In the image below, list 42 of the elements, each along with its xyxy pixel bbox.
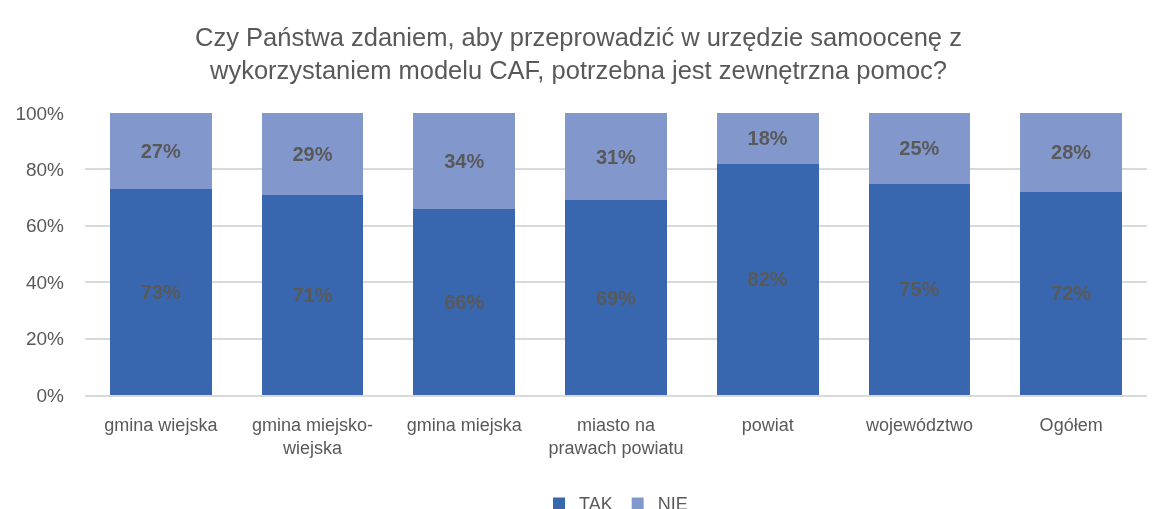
x-tick-label: miasto na prawach powiatu bbox=[548, 414, 684, 458]
data-label: 29% bbox=[292, 142, 333, 165]
bar bbox=[413, 208, 516, 395]
x-tick-label: gmina wiejska bbox=[104, 414, 219, 435]
data-label: 72% bbox=[1051, 282, 1092, 305]
y-tick-label: 0% bbox=[36, 384, 65, 406]
y-tick-label: 100% bbox=[15, 102, 65, 124]
bar bbox=[868, 183, 971, 395]
x-tick-label: powiat bbox=[741, 414, 794, 435]
x-tick-label: gmina miejsko-wiejska bbox=[252, 414, 374, 458]
bar bbox=[1020, 191, 1122, 395]
bar bbox=[261, 113, 364, 195]
data-label: 73% bbox=[140, 281, 181, 304]
data-label: 31% bbox=[595, 145, 637, 168]
bar bbox=[110, 113, 212, 190]
data-label: 27% bbox=[140, 140, 181, 163]
y-tick-label: 80% bbox=[25, 159, 65, 181]
x-tick-label: gmina miejska bbox=[406, 414, 523, 435]
data-label: 75% bbox=[899, 278, 940, 301]
bar bbox=[716, 113, 819, 164]
data-label: 71% bbox=[292, 283, 333, 306]
data-label: 69% bbox=[595, 286, 637, 309]
data-label: 66% bbox=[444, 290, 485, 313]
bar bbox=[716, 163, 819, 395]
bar bbox=[868, 113, 971, 184]
data-label: 34% bbox=[444, 149, 485, 172]
x-tick-label: Ogółem bbox=[1039, 414, 1103, 435]
bar bbox=[1020, 113, 1122, 192]
data-label: 82% bbox=[747, 268, 788, 291]
chart-title: Czy Państwa zdaniem, aby przeprowadzić w urzędzie samoocenę z wykorzystaniem modelu CAF, potrzebna jest zewnętrzna pomoc? bbox=[195, 22, 962, 84]
data-label: 18% bbox=[747, 127, 788, 150]
data-label: 25% bbox=[899, 137, 940, 160]
bar bbox=[565, 200, 667, 395]
bar bbox=[110, 189, 212, 395]
y-tick-label: 40% bbox=[25, 271, 65, 293]
bar bbox=[413, 113, 516, 209]
data-label: 28% bbox=[1051, 141, 1092, 164]
bar bbox=[261, 194, 364, 395]
y-tick-label: 60% bbox=[25, 215, 65, 237]
y-tick-label: 20% bbox=[25, 328, 65, 350]
x-tick-label: województwo bbox=[864, 414, 973, 435]
bar bbox=[565, 113, 667, 201]
